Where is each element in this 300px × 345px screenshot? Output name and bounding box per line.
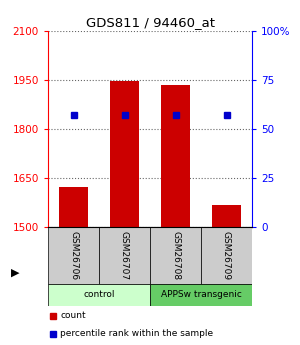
Text: GSM26707: GSM26707 (120, 231, 129, 280)
Text: GSM26709: GSM26709 (222, 231, 231, 280)
Bar (212, 205, 241, 227)
Text: APPSw transgenic: APPSw transgenic (160, 290, 242, 299)
Text: control: control (83, 290, 115, 299)
Text: percentile rank within the sample: percentile rank within the sample (60, 329, 213, 338)
Bar (59, 187, 88, 227)
Text: GDS811 / 94460_at: GDS811 / 94460_at (85, 16, 214, 29)
Text: GSM26708: GSM26708 (171, 231, 180, 280)
Bar (161, 85, 190, 227)
Text: count: count (60, 311, 86, 320)
Bar (110, 81, 139, 227)
Text: GSM26706: GSM26706 (69, 231, 78, 280)
Bar (150, 284, 252, 306)
Text: ▶: ▶ (11, 268, 20, 278)
Bar (48, 284, 150, 306)
Bar (48, 227, 99, 284)
Bar (150, 227, 201, 284)
Bar (99, 227, 150, 284)
Bar (201, 227, 252, 284)
